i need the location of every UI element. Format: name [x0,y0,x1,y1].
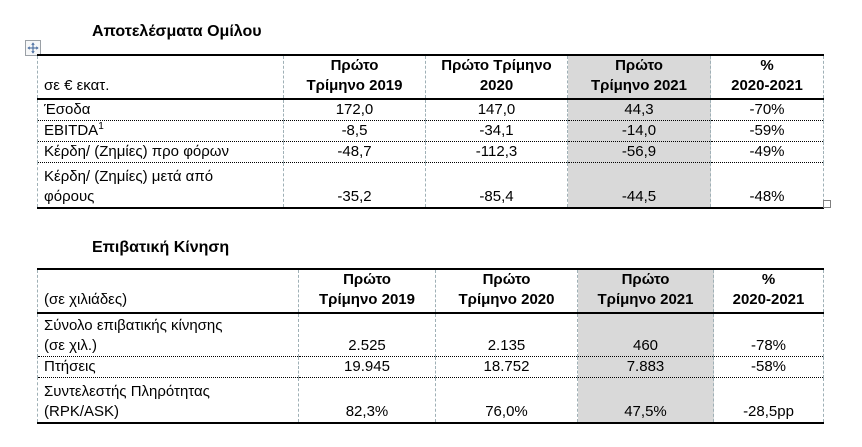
value-cell: -59% [710,120,824,142]
table-resize-handle[interactable] [823,200,831,208]
value-cell: 172,0 [283,99,426,121]
results-header-row: σε € εκατ. Πρώτο Τρίμηνο 2019 Πρώτο Τρίμ… [37,55,824,100]
row-revenue: Έσοδα 172,0 147,0 44,3 -70% [37,99,824,121]
value-cell: 147,0 [425,99,568,121]
value-cell: 2.525 [298,313,436,357]
header-cell-q1-2019: Πρώτο Τρίμηνο 2019 [298,269,436,314]
row-label-cell: Συντελεστής Πληρότητας (RPK/ASK) [37,377,299,424]
row-label-cell: Κέρδη/ (Ζημίες) προ φόρων [37,141,284,163]
header-cell-q1-2020: Πρώτο Τρίμηνο 2020 [435,269,578,314]
value-cell: -56,9 [567,141,711,163]
header-cell-q1-2020: Πρώτο Τρίμηνο 2020 [425,55,568,100]
row-label: EBITDA [44,122,99,139]
results-table: σε € εκατ. Πρώτο Τρίμηνο 2019 Πρώτο Τρίμ… [37,54,824,209]
table-move-handle[interactable] [25,40,41,56]
row-label-cell: Κέρδη/ (Ζημίες) μετά από φόρους [37,162,284,208]
value-cell: -28,5pp [713,377,824,424]
traffic-table: (σε χιλιάδες) Πρώτο Τρίμηνο 2019 Πρώτο Τ… [37,268,824,424]
unit-header-cell: σε € εκατ. [37,55,284,100]
header-cell-change-pct: % 2020-2021 [710,55,824,100]
value-cell: 76,0% [435,377,578,424]
value-cell: 19.945 [298,356,436,378]
value-cell: 44,3 [567,99,711,121]
value-cell: -35,2 [283,162,426,208]
move-arrows-icon [27,42,39,54]
value-cell: -70% [710,99,824,121]
header-cell-q1-2019: Πρώτο Τρίμηνο 2019 [283,55,426,100]
row-profit-after-tax: Κέρδη/ (Ζημίες) μετά από φόρους -35,2 -8… [37,162,824,208]
header-cell-change-pct: % 2020-2021 [713,269,824,314]
unit-header-cell: (σε χιλιάδες) [37,269,299,314]
value-cell: 18.752 [435,356,578,378]
row-label-cell: EBITDA1 [37,120,284,142]
value-cell: -34,1 [425,120,568,142]
value-cell: -58% [713,356,824,378]
value-cell: -44,5 [567,162,711,208]
value-cell: 47,5% [577,377,714,424]
row-total-passengers: Σύνολο επιβατικής κίνησης (σε χιλ.) 2.52… [37,313,824,357]
value-cell: -112,3 [425,141,568,163]
row-flights: Πτήσεις 19.945 18.752 7.883 -58% [37,356,824,378]
row-label-cell: Πτήσεις [37,356,299,378]
header-cell-q1-2021: Πρώτο Τρίμηνο 2021 [577,269,714,314]
value-cell: 2.135 [435,313,578,357]
row-label-cell: Σύνολο επιβατικής κίνησης (σε χιλ.) [37,313,299,357]
value-cell: -14,0 [567,120,711,142]
value-cell: -49% [710,141,824,163]
header-cell-q1-2021: Πρώτο Τρίμηνο 2021 [567,55,711,100]
row-load-factor: Συντελεστής Πληρότητας (RPK/ASK) 82,3% 7… [37,377,824,424]
value-cell: -48,7 [283,141,426,163]
value-cell: 7.883 [577,356,714,378]
value-cell: -48% [710,162,824,208]
row-label-cell: Έσοδα [37,99,284,121]
row-profit-before-tax: Κέρδη/ (Ζημίες) προ φόρων -48,7 -112,3 -… [37,141,824,163]
value-cell: -85,4 [425,162,568,208]
value-cell: -8,5 [283,120,426,142]
results-table-title: Αποτελέσματα Ομίλου [92,23,262,40]
traffic-table-title: Επιβατική Κίνηση [92,239,230,256]
row-ebitda: EBITDA1 -8,5 -34,1 -14,0 -59% [37,120,824,142]
value-cell: 82,3% [298,377,436,424]
value-cell: -78% [713,313,824,357]
traffic-header-row: (σε χιλιάδες) Πρώτο Τρίμηνο 2019 Πρώτο Τ… [37,269,824,314]
footnote-marker: 1 [98,121,104,132]
value-cell: 460 [577,313,714,357]
